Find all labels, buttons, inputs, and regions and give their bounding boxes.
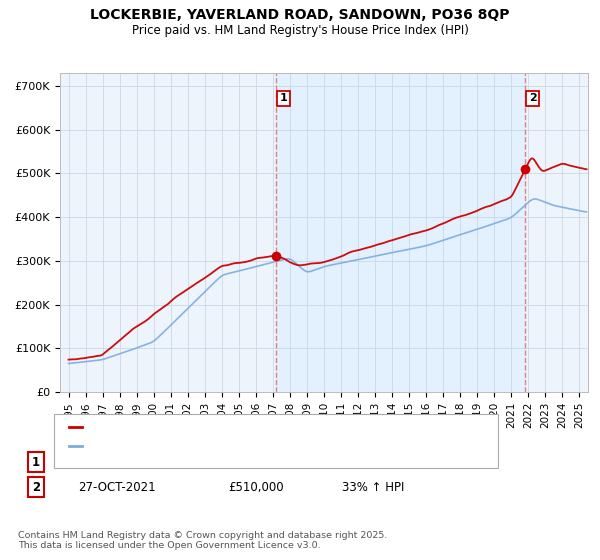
Text: 21% ↑ HPI: 21% ↑ HPI (342, 455, 404, 469)
Text: Price paid vs. HM Land Registry's House Price Index (HPI): Price paid vs. HM Land Registry's House … (131, 24, 469, 36)
Text: 33% ↑ HPI: 33% ↑ HPI (342, 480, 404, 494)
Text: 1: 1 (32, 455, 40, 469)
Text: 15-MAR-2007: 15-MAR-2007 (78, 455, 157, 469)
Text: 1: 1 (280, 94, 287, 104)
Bar (277, 73, 526, 392)
Text: Contains HM Land Registry data © Crown copyright and database right 2025.
This d: Contains HM Land Registry data © Crown c… (18, 531, 388, 550)
Text: LOCKERBIE, YAVERLAND ROAD, SANDOWN, PO36 8QP: LOCKERBIE, YAVERLAND ROAD, SANDOWN, PO36… (90, 8, 510, 22)
Text: £510,000: £510,000 (228, 480, 284, 494)
Text: 2: 2 (32, 480, 40, 494)
Text: LOCKERBIE, YAVERLAND ROAD, SANDOWN, PO36 8QP (detached house): LOCKERBIE, YAVERLAND ROAD, SANDOWN, PO36… (84, 422, 460, 432)
Text: 27-OCT-2021: 27-OCT-2021 (78, 480, 155, 494)
Text: 2: 2 (529, 94, 536, 104)
Text: £312,000: £312,000 (228, 455, 284, 469)
Text: HPI: Average price, detached house, Isle of Wight: HPI: Average price, detached house, Isle… (84, 441, 342, 451)
